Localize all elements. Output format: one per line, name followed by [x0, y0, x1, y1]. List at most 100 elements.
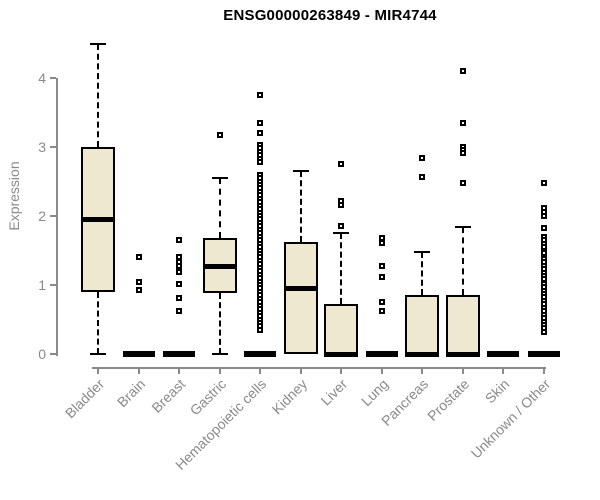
- outlier-unknown-other-4: [540, 224, 547, 231]
- y-tick-4: [50, 77, 56, 79]
- outlier-brain-0: [135, 254, 142, 261]
- x-tick-label-breast: Breast: [148, 375, 189, 416]
- y-axis-label: Expression: [6, 161, 22, 231]
- lower-whisker-gastric: [218, 293, 221, 354]
- upper-whisker-cap-kidney: [292, 170, 309, 173]
- upper-whisker-prostate: [461, 227, 464, 296]
- y-tick-1: [50, 284, 56, 286]
- outlier-liver-0: [338, 161, 344, 168]
- outlier-unknown-other-10: [540, 250, 547, 257]
- outlier-pancreas-1: [419, 173, 425, 180]
- outlier-brain-1: [135, 278, 142, 285]
- outlier-unknown-other-3: [540, 213, 547, 219]
- y-tick-0: [50, 353, 56, 355]
- upper-whisker-cap-liver: [333, 232, 349, 235]
- y-tick-label-4: 4: [38, 70, 46, 86]
- outlier-breast-7: [176, 308, 182, 315]
- upper-whisker-kidney: [299, 171, 302, 243]
- collapsed-box-unknown-other: [527, 351, 560, 357]
- upper-whisker-liver: [340, 233, 342, 305]
- median-prostate: [445, 352, 480, 357]
- x-tick-skin: [502, 367, 504, 374]
- outlier-breast-3: [176, 262, 182, 269]
- outlier-lung-3: [378, 273, 385, 280]
- outlier-unknown-other-32: [540, 328, 547, 335]
- upper-whisker-cap-gastric: [211, 177, 228, 180]
- lower-whisker-cap-bladder: [90, 353, 106, 355]
- box-liver: [324, 304, 358, 354]
- x-tick-pancreas: [421, 367, 423, 374]
- x-tick-label-kidney: Kidney: [268, 375, 310, 418]
- x-tick-kidney: [299, 367, 302, 374]
- median-bladder: [81, 217, 115, 223]
- outlier-lung-4: [378, 298, 385, 305]
- median-kidney: [283, 286, 318, 292]
- y-tick-label-1: 1: [38, 277, 46, 293]
- outlier-breast-6: [176, 295, 182, 302]
- outlier-brain-2: [135, 286, 142, 293]
- outlier-lung-2: [378, 262, 385, 269]
- outlier-lung-5: [378, 308, 385, 315]
- x-tick-liver: [340, 367, 342, 374]
- x-axis-line: [92, 367, 546, 369]
- x-tick-label-bladder: Bladder: [61, 375, 108, 422]
- outlier-prostate-5: [459, 179, 466, 186]
- x-tick-lung: [380, 367, 383, 374]
- collapsed-box-lung: [365, 351, 398, 357]
- y-tick-3: [50, 146, 56, 148]
- outlier-liver-3: [338, 222, 344, 229]
- median-gastric: [202, 263, 237, 269]
- outlier-hematopoietic-cells-2: [257, 130, 263, 137]
- outlier-gastric-0: [216, 131, 223, 138]
- x-tick-prostate: [461, 367, 464, 374]
- outlier-hematopoietic-cells-8: [257, 159, 263, 166]
- collapsed-box-brain: [122, 351, 155, 357]
- outlier-hematopoietic-cells-54: [257, 326, 263, 333]
- y-tick-2: [50, 215, 56, 217]
- x-tick-brain: [137, 367, 140, 374]
- upper-whisker-bladder: [97, 43, 99, 147]
- median-pancreas: [405, 352, 439, 357]
- x-tick-bladder: [97, 367, 99, 374]
- chart-title: ENSG00000263849 - MIR4744: [223, 7, 437, 24]
- upper-whisker-gastric: [218, 178, 221, 239]
- collapsed-box-breast: [163, 351, 195, 357]
- collapsed-box-hematopoietic-cells: [244, 351, 276, 357]
- outlier-prostate-1: [459, 119, 466, 126]
- y-tick-label-2: 2: [38, 208, 46, 224]
- median-liver: [324, 352, 358, 357]
- upper-whisker-cap-pancreas: [414, 250, 430, 253]
- y-axis-line: [56, 78, 58, 356]
- box-pancreas: [405, 295, 439, 354]
- collapsed-box-skin: [487, 351, 519, 357]
- outlier-pancreas-0: [419, 155, 425, 162]
- outlier-hematopoietic-cells-0: [257, 92, 263, 99]
- y-tick-label-3: 3: [38, 139, 46, 155]
- x-tick-unknown-other: [542, 367, 545, 374]
- x-tick-label-prostate: Prostate: [423, 375, 472, 424]
- x-tick-hematopoietic-cells: [259, 367, 261, 374]
- x-tick-breast: [178, 367, 180, 374]
- x-tick-label-lung: Lung: [357, 375, 391, 410]
- outlier-breast-4: [176, 268, 182, 275]
- upper-whisker-pancreas: [421, 251, 423, 296]
- outlier-lung-1: [378, 239, 385, 246]
- x-tick-label-brain: Brain: [113, 375, 148, 411]
- lower-whisker-bladder: [97, 291, 99, 354]
- outlier-breast-0: [176, 237, 182, 244]
- upper-whisker-cap-prostate: [454, 226, 471, 229]
- x-tick-gastric: [218, 367, 221, 374]
- outlier-unknown-other-0: [540, 179, 547, 186]
- upper-whisker-cap-bladder: [90, 42, 106, 45]
- x-tick-label-skin: Skin: [481, 375, 513, 407]
- outlier-liver-2: [338, 201, 344, 208]
- outlier-hematopoietic-cells-1: [257, 119, 263, 126]
- outlier-prostate-0: [459, 68, 466, 75]
- lower-whisker-cap-gastric: [211, 353, 228, 355]
- box-kidney: [283, 242, 318, 354]
- y-tick-label-0: 0: [38, 346, 46, 362]
- outlier-breast-5: [176, 280, 182, 287]
- outlier-prostate-4: [459, 149, 466, 156]
- x-tick-label-liver: Liver: [317, 375, 351, 409]
